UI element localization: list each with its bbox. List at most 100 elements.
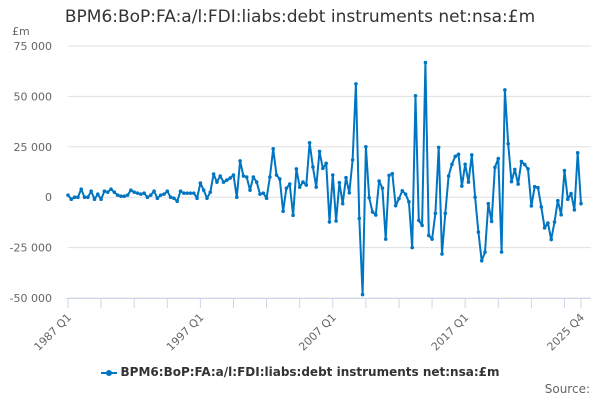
data-point bbox=[82, 195, 87, 199]
data-point bbox=[218, 174, 223, 178]
data-point bbox=[367, 196, 371, 200]
data-point bbox=[453, 154, 458, 159]
data-point bbox=[430, 237, 434, 241]
data-point bbox=[473, 195, 477, 199]
data-point bbox=[569, 191, 573, 196]
data-point bbox=[410, 245, 415, 250]
data-point bbox=[105, 190, 110, 194]
data-point bbox=[503, 88, 507, 92]
data-point bbox=[198, 181, 203, 185]
data-point bbox=[374, 213, 378, 217]
data-point bbox=[380, 186, 385, 190]
data-point bbox=[350, 158, 355, 162]
data-point bbox=[278, 177, 282, 181]
data-point bbox=[440, 252, 444, 256]
data-point bbox=[311, 165, 315, 169]
data-point bbox=[446, 174, 451, 178]
data-point bbox=[248, 188, 252, 192]
data-point bbox=[307, 140, 312, 145]
data-point bbox=[287, 182, 292, 186]
data-point bbox=[92, 197, 97, 202]
data-point bbox=[397, 196, 401, 201]
source-label: Source: bbox=[544, 382, 590, 396]
data-point bbox=[486, 201, 491, 206]
data-point bbox=[463, 162, 467, 167]
data-point bbox=[364, 145, 368, 149]
data-point bbox=[522, 162, 527, 167]
data-point bbox=[244, 175, 249, 179]
data-point bbox=[89, 189, 93, 193]
data-point bbox=[145, 195, 150, 199]
data-point bbox=[575, 151, 580, 155]
x-tick-label: 1987 Q1 bbox=[32, 311, 75, 354]
data-point bbox=[417, 218, 421, 223]
data-point bbox=[532, 184, 537, 189]
data-point bbox=[284, 186, 289, 190]
x-tick-label: 2007 Q1 bbox=[296, 311, 339, 354]
data-point bbox=[135, 191, 140, 195]
data-point bbox=[387, 173, 391, 178]
data-point bbox=[221, 180, 226, 184]
data-point bbox=[182, 191, 186, 195]
data-point bbox=[403, 192, 408, 196]
data-point bbox=[324, 161, 328, 166]
data-point bbox=[426, 233, 431, 238]
data-point bbox=[72, 195, 77, 199]
data-point bbox=[562, 168, 567, 173]
data-point bbox=[304, 183, 309, 187]
data-point bbox=[231, 173, 236, 177]
data-point bbox=[109, 187, 113, 191]
data-point bbox=[496, 156, 501, 161]
data-point bbox=[165, 189, 170, 193]
data-point bbox=[556, 198, 560, 203]
data-point bbox=[489, 219, 494, 224]
data-point bbox=[460, 184, 464, 188]
data-point bbox=[483, 250, 487, 255]
data-point bbox=[112, 190, 117, 194]
data-point bbox=[185, 191, 189, 195]
x-tick-label: 2025 Q4 bbox=[545, 311, 588, 354]
data-point bbox=[466, 180, 471, 184]
legend-item[interactable]: BPM6:BoP:FA:a/l:FDI:liabs:debt instrumen… bbox=[0, 365, 600, 379]
data-point bbox=[66, 193, 70, 197]
data-point bbox=[129, 188, 133, 192]
data-point bbox=[433, 211, 438, 216]
data-point bbox=[215, 180, 219, 184]
data-point bbox=[383, 237, 388, 241]
data-point bbox=[327, 220, 332, 224]
data-point bbox=[152, 189, 156, 193]
data-point bbox=[370, 210, 375, 214]
data-point bbox=[565, 197, 570, 202]
series-line bbox=[67, 61, 582, 296]
legend-marker-icon bbox=[100, 369, 117, 376]
data-point bbox=[264, 196, 269, 201]
data-point bbox=[102, 189, 107, 193]
data-point bbox=[572, 208, 577, 212]
data-point bbox=[519, 159, 524, 164]
data-point bbox=[142, 191, 146, 195]
data-point bbox=[344, 175, 348, 180]
data-point bbox=[155, 196, 160, 201]
data-point bbox=[526, 167, 530, 171]
data-point bbox=[516, 182, 520, 186]
data-point bbox=[334, 219, 338, 223]
data-point bbox=[254, 180, 259, 184]
data-point bbox=[95, 192, 100, 196]
data-point bbox=[258, 192, 262, 196]
y-tick-label: 75 000 bbox=[14, 40, 53, 53]
y-tick-label: -25 000 bbox=[10, 242, 52, 255]
data-point bbox=[205, 196, 209, 201]
data-point bbox=[337, 180, 342, 185]
data-point bbox=[443, 211, 448, 216]
data-point bbox=[390, 171, 395, 176]
data-point bbox=[393, 203, 398, 208]
data-point bbox=[321, 166, 325, 171]
data-point bbox=[297, 185, 302, 189]
data-point bbox=[377, 179, 381, 183]
data-point bbox=[168, 195, 173, 199]
data-point bbox=[340, 201, 345, 206]
data-point bbox=[251, 175, 256, 179]
data-point bbox=[579, 201, 583, 206]
data-point bbox=[400, 188, 405, 193]
data-point bbox=[552, 220, 557, 224]
